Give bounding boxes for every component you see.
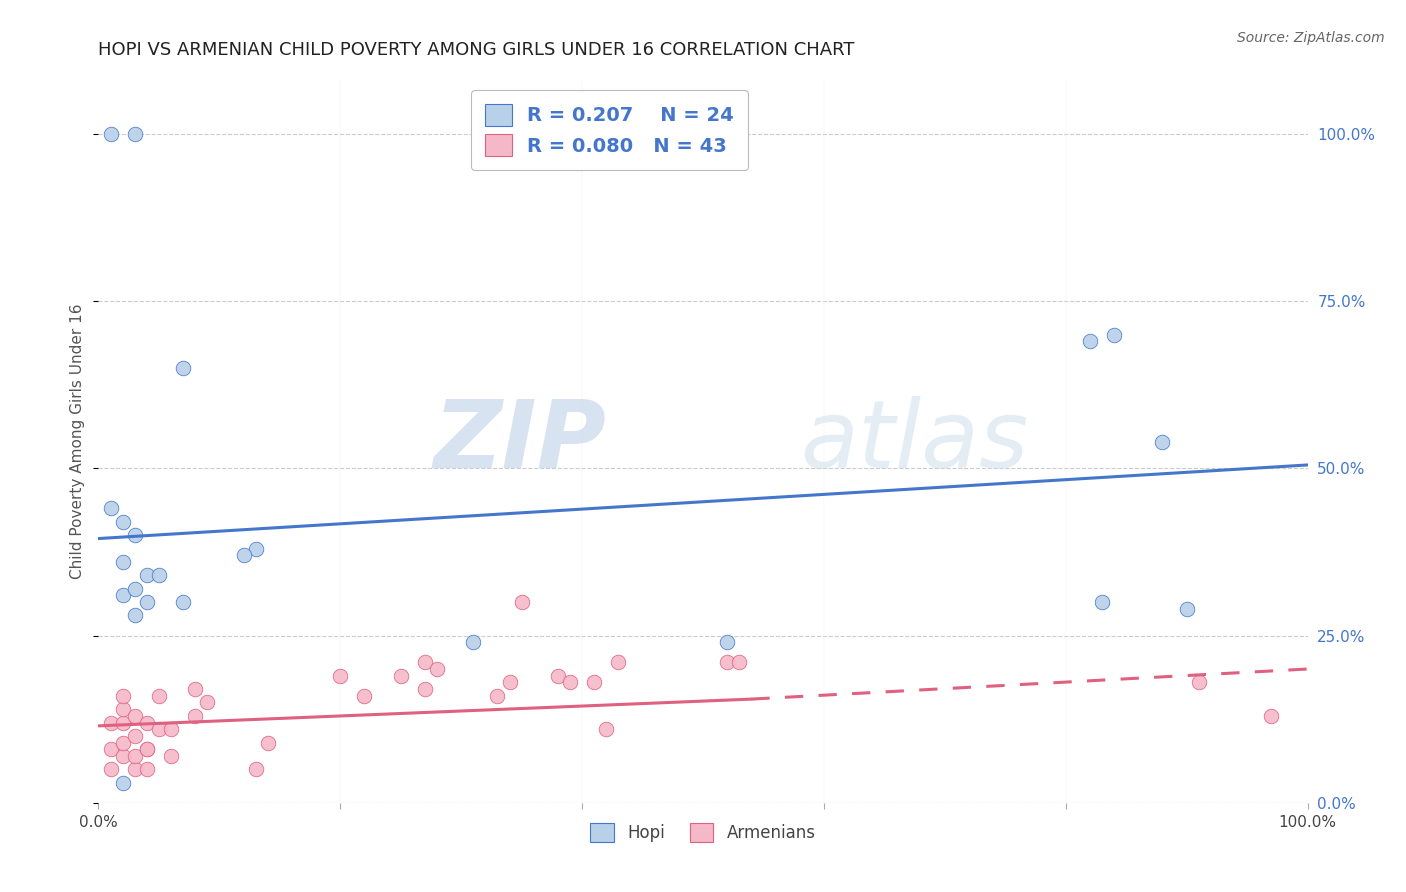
Point bbox=[716, 635, 738, 649]
Point bbox=[124, 729, 146, 743]
Point bbox=[135, 715, 157, 730]
Point bbox=[124, 708, 146, 723]
Point bbox=[124, 762, 146, 776]
Point bbox=[728, 655, 751, 669]
Point bbox=[1091, 595, 1114, 609]
Point bbox=[184, 681, 207, 696]
Point bbox=[111, 555, 134, 569]
Point bbox=[353, 689, 375, 703]
Point bbox=[195, 696, 218, 710]
Point bbox=[329, 669, 352, 683]
Point bbox=[148, 568, 170, 582]
Point bbox=[463, 635, 485, 649]
Point bbox=[124, 528, 146, 542]
Point bbox=[510, 595, 533, 609]
Point bbox=[232, 548, 254, 563]
Point bbox=[172, 595, 194, 609]
Point bbox=[100, 501, 122, 516]
Point bbox=[1078, 334, 1101, 349]
Point bbox=[160, 723, 183, 737]
Text: HOPI VS ARMENIAN CHILD POVERTY AMONG GIRLS UNDER 16 CORRELATION CHART: HOPI VS ARMENIAN CHILD POVERTY AMONG GIR… bbox=[98, 41, 855, 59]
Point bbox=[498, 675, 520, 690]
Point bbox=[148, 689, 170, 703]
Point bbox=[111, 589, 134, 603]
Point bbox=[124, 582, 146, 596]
Point bbox=[111, 735, 134, 749]
Point bbox=[160, 749, 183, 764]
Point bbox=[124, 608, 146, 623]
Point bbox=[100, 715, 122, 730]
Point bbox=[486, 689, 509, 703]
Point bbox=[389, 669, 412, 683]
Point bbox=[111, 689, 134, 703]
Point bbox=[426, 662, 449, 676]
Point bbox=[135, 595, 157, 609]
Point bbox=[1102, 327, 1125, 342]
Point bbox=[135, 742, 157, 756]
Text: Source: ZipAtlas.com: Source: ZipAtlas.com bbox=[1237, 31, 1385, 45]
Point bbox=[135, 762, 157, 776]
Point bbox=[1152, 434, 1174, 449]
Point bbox=[172, 361, 194, 376]
Point bbox=[413, 681, 436, 696]
Point bbox=[135, 568, 157, 582]
Point bbox=[547, 669, 569, 683]
Point bbox=[111, 702, 134, 716]
Text: ZIP: ZIP bbox=[433, 395, 606, 488]
Point bbox=[100, 127, 122, 141]
Point bbox=[558, 675, 581, 690]
Point bbox=[100, 762, 122, 776]
Point bbox=[245, 541, 267, 556]
Legend: Hopi, Armenians: Hopi, Armenians bbox=[583, 816, 823, 848]
Point bbox=[245, 762, 267, 776]
Point bbox=[184, 708, 207, 723]
Point bbox=[1260, 708, 1282, 723]
Point bbox=[583, 675, 606, 690]
Point bbox=[716, 655, 738, 669]
Point bbox=[111, 749, 134, 764]
Point bbox=[256, 735, 278, 749]
Point bbox=[135, 742, 157, 756]
Point bbox=[124, 749, 146, 764]
Point bbox=[1175, 602, 1198, 616]
Point bbox=[607, 655, 630, 669]
Point bbox=[1188, 675, 1211, 690]
Point bbox=[148, 723, 170, 737]
Point bbox=[111, 715, 134, 730]
Y-axis label: Child Poverty Among Girls Under 16: Child Poverty Among Girls Under 16 bbox=[70, 304, 86, 579]
Text: atlas: atlas bbox=[800, 396, 1028, 487]
Point bbox=[595, 723, 617, 737]
Point bbox=[413, 655, 436, 669]
Point bbox=[124, 127, 146, 141]
Point bbox=[111, 515, 134, 529]
Point bbox=[100, 742, 122, 756]
Point bbox=[111, 776, 134, 790]
